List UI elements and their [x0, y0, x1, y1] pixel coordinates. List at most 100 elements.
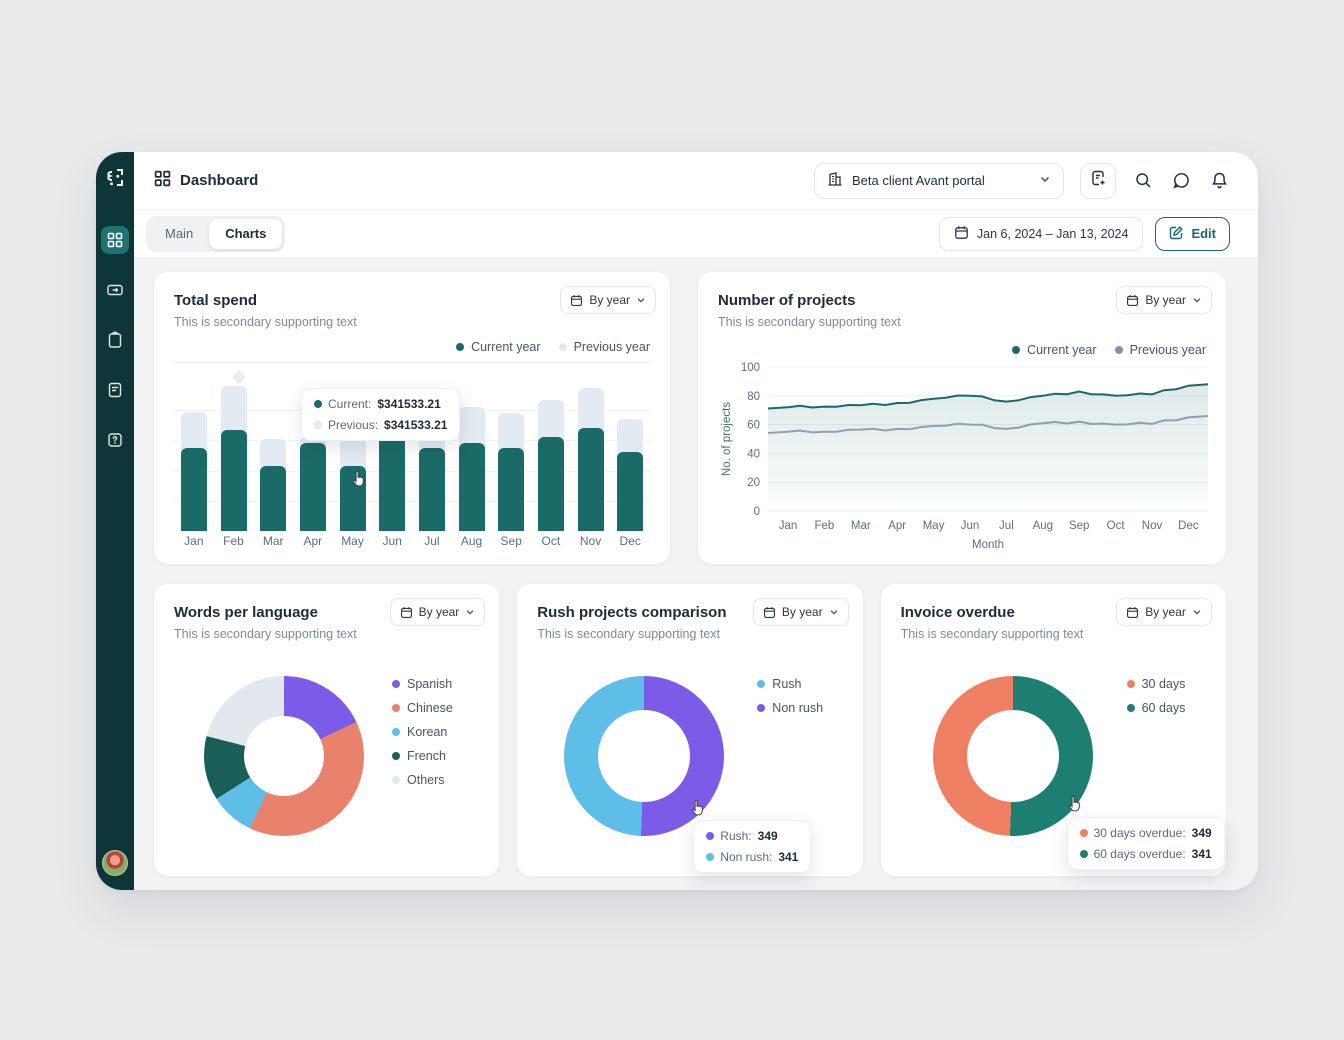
- legend-dot: [1126, 680, 1135, 688]
- card-subtitle: This is secondary supporting text: [900, 627, 1084, 641]
- bar-column[interactable]: [452, 380, 492, 531]
- card-title: Total spend: [174, 292, 258, 309]
- sidebar-item-clipboard[interactable]: [101, 326, 129, 354]
- legend-item: French: [392, 749, 453, 763]
- legend-item: Others: [392, 773, 453, 787]
- legend-dot: [1012, 346, 1021, 354]
- legend-label: Chinese: [407, 701, 453, 715]
- donut-tooltip: 30 days overdue: 349 60 days overdue: 341: [1066, 817, 1225, 870]
- svg-text:Jun: Jun: [961, 520, 980, 532]
- svg-text:Mar: Mar: [851, 520, 871, 532]
- by-year-filter[interactable]: By year: [389, 598, 486, 626]
- svg-text:80: 80: [747, 391, 760, 403]
- legend-label: Previous year: [1129, 343, 1206, 357]
- donut-chart[interactable]: [932, 676, 1093, 836]
- chart-legend: 30 days 60 days: [1126, 677, 1185, 715]
- sidebar-item-workflows[interactable]: [101, 276, 129, 304]
- svg-text:Oct: Oct: [1107, 520, 1126, 532]
- tab-main[interactable]: Main: [165, 226, 194, 241]
- legend-dot: [392, 680, 400, 688]
- bar-column[interactable]: [214, 380, 254, 531]
- card-rush-projects: Rush projects comparison This is seconda…: [517, 584, 863, 876]
- card-title: Number of projects: [718, 292, 856, 309]
- x-axis-label: Apr: [303, 534, 323, 548]
- bar-current: [498, 447, 525, 531]
- card-total-spend: Total spend This is secondary supporting…: [154, 272, 670, 564]
- calendar-icon: [400, 606, 412, 618]
- tooltip-row: Current: $341533.21: [314, 397, 447, 411]
- date-range-value: Jan 6, 2024 – Jan 13, 2024: [976, 226, 1129, 241]
- tooltip-dot: [314, 400, 322, 408]
- cursor-pointer-icon: [689, 799, 706, 821]
- chart-legend: Current year Previous year: [456, 340, 650, 354]
- filter-label: By year: [1145, 605, 1186, 619]
- card-invoice-overdue: Invoice overdue This is secondary suppor…: [880, 584, 1226, 876]
- bar-column[interactable]: [531, 380, 571, 531]
- x-axis-label: Sep: [500, 534, 522, 548]
- sidebar-item-help[interactable]: [101, 426, 129, 454]
- svg-text:Jan: Jan: [779, 520, 798, 532]
- svg-text:Jul: Jul: [999, 520, 1014, 532]
- card-words-per-language: Words per language This is secondary sup…: [154, 584, 500, 876]
- filter-label: By year: [418, 605, 460, 619]
- sidebar-item-dashboard[interactable]: [101, 226, 129, 254]
- bar-columns: [174, 380, 650, 531]
- view-tabs: Main Charts: [146, 215, 286, 252]
- user-avatar[interactable]: [102, 850, 128, 876]
- chevron-down-icon: [1193, 298, 1201, 303]
- svg-text:40: 40: [747, 448, 760, 460]
- new-document-icon: [1089, 169, 1107, 192]
- calendar-icon: [954, 225, 969, 243]
- chat-button[interactable]: [1170, 170, 1192, 192]
- bar-column[interactable]: [174, 380, 214, 531]
- tab-charts[interactable]: Charts: [209, 218, 283, 249]
- bar-column[interactable]: [293, 380, 333, 531]
- svg-text:Month: Month: [972, 539, 1004, 551]
- card-subtitle: This is secondary supporting text: [537, 627, 721, 641]
- legend-item: Non rush: [757, 701, 823, 715]
- chart-legend: Rush Non rush: [757, 677, 823, 715]
- svg-text:100: 100: [741, 362, 760, 374]
- edit-button[interactable]: Edit: [1155, 216, 1230, 251]
- by-year-filter[interactable]: By year: [752, 598, 849, 626]
- tooltip-text: 30 days overdue:: [1093, 826, 1186, 840]
- x-axis-label: Jun: [382, 534, 402, 548]
- by-year-filter[interactable]: By year: [560, 286, 656, 314]
- donut-chart[interactable]: [204, 676, 364, 836]
- bar-column[interactable]: [610, 380, 650, 531]
- search-button[interactable]: [1132, 170, 1154, 192]
- edit-pencil-icon: [1169, 225, 1184, 243]
- legend-item: Rush: [757, 677, 823, 691]
- donut-tooltip: Rush: 349 Non rush: 341: [693, 820, 812, 873]
- x-axis-label: May: [341, 534, 364, 548]
- tooltip-row: Non rush: 341: [706, 850, 798, 864]
- tooltip-text: Current:: [328, 397, 372, 411]
- bar-chart[interactable]: [174, 380, 650, 531]
- new-document-button[interactable]: [1080, 162, 1116, 199]
- client-selector[interactable]: Beta client Avant portal: [814, 162, 1064, 199]
- svg-text:No. of projects: No. of projects: [721, 402, 733, 476]
- sidebar-item-documents[interactable]: [101, 376, 129, 404]
- dashboard-content: Total spend This is secondary supporting…: [134, 258, 1258, 890]
- legend-dot: [757, 680, 766, 688]
- calendar-icon: [1127, 606, 1139, 618]
- date-range-button[interactable]: Jan 6, 2024 – Jan 13, 2024: [938, 216, 1144, 251]
- by-year-filter[interactable]: By year: [1116, 598, 1212, 626]
- chart-legend: Spanish Chinese Korean French Others: [392, 677, 453, 787]
- card-subtitle: This is secondary supporting text: [174, 315, 357, 329]
- bar-column[interactable]: [571, 380, 611, 531]
- tab-toolbar: Main Charts Jan 6, 2024 – Jan 13, 2024: [134, 210, 1258, 258]
- notifications-button[interactable]: [1208, 170, 1230, 192]
- bar-column[interactable]: [253, 380, 293, 531]
- x-axis-label: Nov: [579, 534, 602, 548]
- x-axis-label: Oct: [541, 534, 561, 548]
- page-title: Dashboard: [180, 172, 259, 189]
- card-subtitle: This is secondary supporting text: [174, 627, 357, 641]
- line-chart[interactable]: 0 20 40 60 80 100 No. of projects Jan Feb Mar Apr M…: [718, 357, 1210, 558]
- dashboard-grid-icon: [154, 170, 171, 191]
- cursor-pointer-icon: [350, 470, 367, 492]
- svg-text:May: May: [923, 520, 945, 532]
- legend-dot: [392, 752, 400, 760]
- bar-column[interactable]: [491, 380, 531, 531]
- by-year-filter[interactable]: By year: [1116, 286, 1212, 314]
